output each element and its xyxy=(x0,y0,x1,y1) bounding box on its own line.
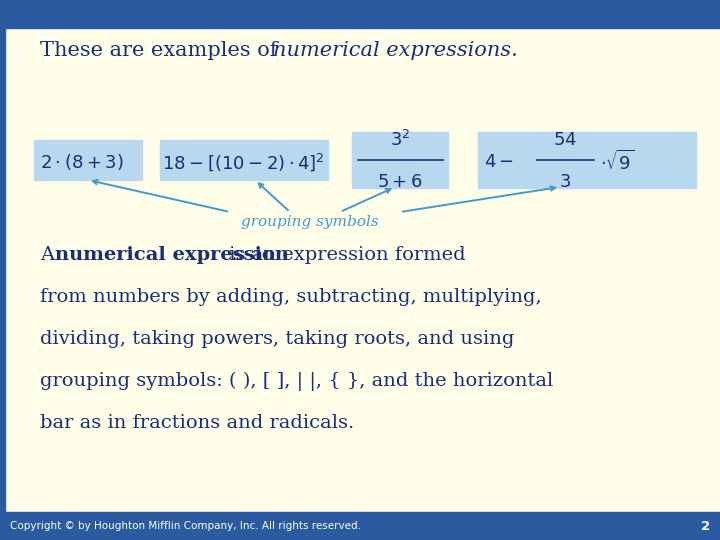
Text: $2\cdot(8+3)$: $2\cdot(8+3)$ xyxy=(40,152,124,172)
Text: $3$: $3$ xyxy=(559,173,571,191)
Text: Copyright © by Houghton Mifflin Company, Inc. All rights reserved.: Copyright © by Houghton Mifflin Company,… xyxy=(10,521,361,531)
Text: numerical expressions.: numerical expressions. xyxy=(273,40,518,59)
Text: bar as in fractions and radicals.: bar as in fractions and radicals. xyxy=(40,414,354,432)
Text: $18-[(10-2)\cdot4]^2$: $18-[(10-2)\cdot4]^2$ xyxy=(162,151,325,173)
Text: These are examples of: These are examples of xyxy=(40,40,284,59)
Text: from numbers by adding, subtracting, multiplying,: from numbers by adding, subtracting, mul… xyxy=(40,288,541,306)
Text: grouping symbols: grouping symbols xyxy=(241,215,379,229)
Text: dividing, taking powers, taking roots, and using: dividing, taking powers, taking roots, a… xyxy=(40,330,514,348)
Bar xyxy=(34,140,142,180)
Text: A: A xyxy=(40,246,60,264)
Text: $\cdot\sqrt{9}$: $\cdot\sqrt{9}$ xyxy=(600,150,634,174)
Text: is an expression formed: is an expression formed xyxy=(223,246,466,264)
Text: numerical expression: numerical expression xyxy=(55,246,289,264)
Bar xyxy=(478,132,696,188)
Text: $3^2$: $3^2$ xyxy=(390,130,410,150)
Text: $4-$: $4-$ xyxy=(484,153,514,171)
Text: grouping symbols: ( ), [ ], | |, { }, and the horizontal: grouping symbols: ( ), [ ], | |, { }, an… xyxy=(40,372,553,390)
Bar xyxy=(0,28,5,512)
Text: $54$: $54$ xyxy=(553,131,577,149)
Text: 2: 2 xyxy=(701,519,710,532)
Bar xyxy=(352,132,448,188)
Bar xyxy=(160,140,328,180)
Text: $5+6$: $5+6$ xyxy=(377,173,423,191)
Bar xyxy=(0,0,720,28)
Bar xyxy=(0,512,720,540)
